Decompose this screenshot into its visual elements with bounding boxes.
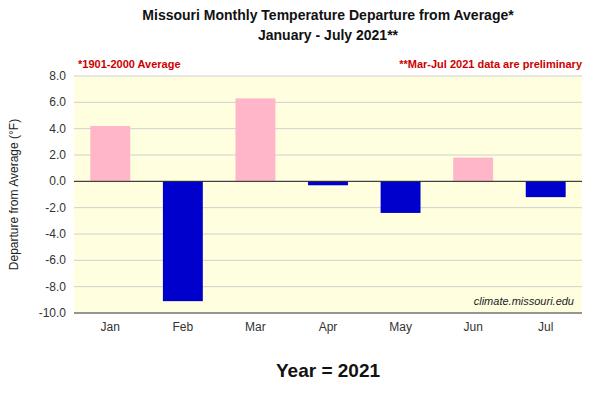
grid <box>74 76 582 313</box>
bar <box>163 181 203 301</box>
y-tick-label: 2.0 <box>49 148 66 162</box>
x-tick-label: Jan <box>101 320 120 334</box>
y-tick-label: 4.0 <box>49 122 66 136</box>
annotation: *1901-2000 Average <box>78 58 181 70</box>
y-tick-label: 0.0 <box>49 174 66 188</box>
grid-line <box>74 102 582 103</box>
y-tick-label: -10.0 <box>39 306 67 320</box>
y-tick-label: 6.0 <box>49 95 66 109</box>
grid-line <box>74 234 582 235</box>
y-axis-label: Departure from Average (°F) <box>7 119 21 270</box>
bar <box>90 126 130 181</box>
zero-line <box>74 181 582 182</box>
grid-line <box>74 76 582 77</box>
title: Missouri Monthly Temperature Departure f… <box>142 7 514 23</box>
bars <box>90 98 565 301</box>
bar <box>308 181 348 185</box>
grid-line <box>74 128 582 129</box>
chart-container: -10.0 -8.0 -6.0 -4.0 -2.0 0.0 2.0 4.0 6.0 8.0 Jan F… <box>0 0 600 395</box>
x-tick-label: Jun <box>463 320 482 334</box>
y-tick-label: -4.0 <box>45 227 66 241</box>
y-tick-label: -6.0 <box>45 253 66 267</box>
grid-line <box>74 260 582 261</box>
bar <box>235 98 275 181</box>
subtitle: January - July 2021** <box>258 27 399 43</box>
chart-svg: -10.0 -8.0 -6.0 -4.0 -2.0 0.0 2.0 4.0 6.0 8.0 Jan F… <box>0 0 600 395</box>
y-tick-label: -8.0 <box>45 280 66 294</box>
x-tick-label: Apr <box>319 320 338 334</box>
bar <box>526 181 566 197</box>
x-tick-label: May <box>389 320 412 334</box>
grid-line <box>74 155 582 156</box>
bar <box>453 158 493 182</box>
grid-line <box>74 207 582 208</box>
annotation: climate.missouri.edu <box>474 295 574 307</box>
y-ticks: -10.0 -8.0 -6.0 -4.0 -2.0 0.0 2.0 4.0 6.0 8.0 <box>39 69 67 320</box>
y-tick-label: -2.0 <box>45 201 66 215</box>
bar <box>381 181 421 213</box>
plot-background <box>74 76 582 313</box>
annotation: **Mar-Jul 2021 data are preliminary <box>399 58 583 70</box>
grid-line <box>74 286 582 287</box>
grid-line <box>74 313 582 314</box>
x-ticks: Jan Feb Mar Apr May Jun Jul <box>101 320 554 334</box>
x-tick-label: Jul <box>538 320 553 334</box>
grid-line <box>74 181 582 182</box>
x-axis-line <box>74 313 582 314</box>
y-tick-label: 8.0 <box>49 69 66 83</box>
x-axis-label: Year = 2021 <box>276 360 381 381</box>
x-tick-label: Mar <box>245 320 266 334</box>
x-tick-label: Feb <box>173 320 194 334</box>
